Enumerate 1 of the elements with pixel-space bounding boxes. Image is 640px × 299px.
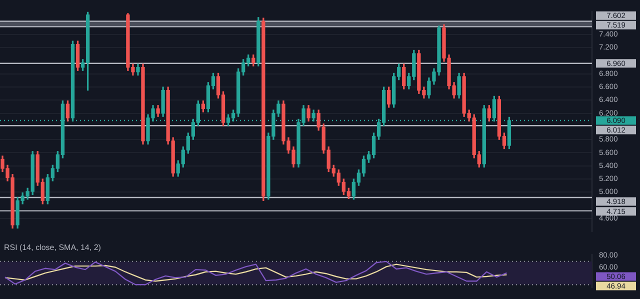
- chart-title: RSI (14, close, SMA, 14, 2): [4, 243, 102, 252]
